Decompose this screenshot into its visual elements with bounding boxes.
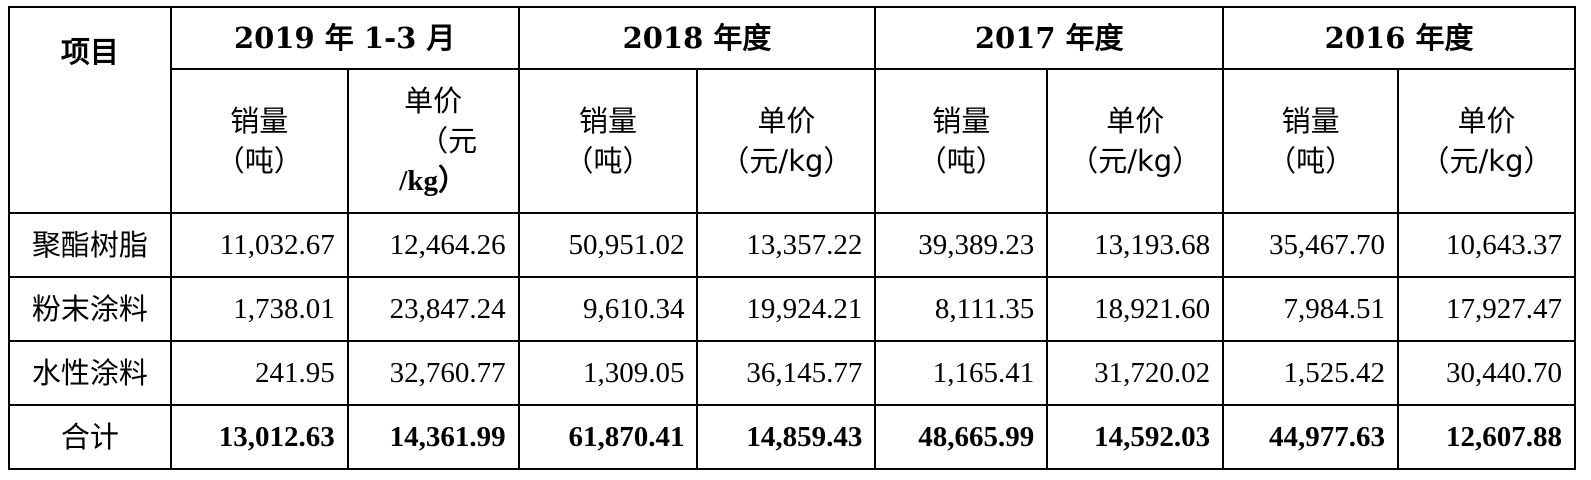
row-label: 水性涂料 bbox=[8, 340, 172, 406]
period-header: 2018 年度 bbox=[517, 6, 877, 70]
price-cell: 18,921.60 bbox=[1046, 276, 1225, 342]
price-header: 单价 （元/kg） bbox=[696, 68, 877, 214]
volume-header: 销量 （吨） bbox=[517, 68, 699, 214]
volume-cell: 1,525.42 bbox=[1222, 340, 1400, 406]
header-row-metrics: 销量 （吨） 单价 （元 /kg） 销量 （吨） 单价 （元/kg） 销量 （吨… bbox=[9, 68, 1576, 214]
total-volume-cell: 44,977.63 bbox=[1222, 404, 1400, 470]
total-volume-cell: 61,870.41 bbox=[517, 404, 699, 470]
volume-cell: 241.95 bbox=[169, 340, 349, 406]
total-volume-cell: 13,012.63 bbox=[169, 404, 349, 470]
price-cell: 13,193.68 bbox=[1046, 212, 1225, 278]
header-row-periods: 项目 2019 年 1-3 月 2018 年度 2017 年度 2016 年度 bbox=[8, 6, 1576, 214]
total-price-cell: 14,859.43 bbox=[696, 404, 877, 470]
price-header: 单价 （元/kg） bbox=[1397, 68, 1576, 214]
row-label: 粉末涂料 bbox=[8, 276, 172, 342]
volume-cell: 11,032.67 bbox=[169, 212, 349, 278]
row-label: 聚酯树脂 bbox=[8, 212, 172, 278]
sales-price-table: 项目 2019 年 1-3 月 2018 年度 2017 年度 2016 年度 … bbox=[8, 6, 1576, 470]
period-header: 2016 年度 bbox=[1222, 6, 1576, 70]
volume-cell: 1,309.05 bbox=[517, 340, 699, 406]
table-row: 粉末涂料 1,738.01 23,847.24 9,610.34 19,924.… bbox=[8, 276, 1576, 342]
period-header: 2019 年 1-3 月 bbox=[169, 6, 520, 70]
price-cell: 10,643.37 bbox=[1397, 212, 1576, 278]
volume-header: 销量 （吨） bbox=[1222, 68, 1400, 214]
price-cell: 19,924.21 bbox=[696, 276, 877, 342]
price-header: 单价 （元 /kg） bbox=[346, 68, 520, 214]
period-header: 2017 年度 bbox=[874, 6, 1225, 70]
volume-cell: 9,610.34 bbox=[517, 276, 699, 342]
table-row: 水性涂料 241.95 32,760.77 1,309.05 36,145.77… bbox=[8, 340, 1576, 406]
volume-header: 销量 （吨） bbox=[169, 68, 349, 214]
price-cell: 32,760.77 bbox=[346, 340, 520, 406]
total-price-cell: 14,361.99 bbox=[346, 404, 520, 470]
price-cell: 13,357.22 bbox=[696, 212, 877, 278]
price-cell: 31,720.02 bbox=[1046, 340, 1225, 406]
price-cell: 17,927.47 bbox=[1397, 276, 1576, 342]
total-row: 合计 13,012.63 14,361.99 61,870.41 14,859.… bbox=[8, 404, 1576, 470]
volume-cell: 35,467.70 bbox=[1222, 212, 1400, 278]
table-row: 聚酯树脂 11,032.67 12,464.26 50,951.02 13,35… bbox=[8, 212, 1576, 278]
volume-header: 销量 （吨） bbox=[874, 68, 1049, 214]
price-header: 单价 （元/kg） bbox=[1046, 68, 1225, 214]
price-cell: 23,847.24 bbox=[346, 276, 520, 342]
volume-cell: 8,111.35 bbox=[874, 276, 1049, 342]
total-price-cell: 14,592.03 bbox=[1046, 404, 1225, 470]
volume-cell: 1,738.01 bbox=[169, 276, 349, 342]
total-label: 合计 bbox=[8, 404, 172, 470]
total-price-cell: 12,607.88 bbox=[1397, 404, 1576, 470]
price-cell: 30,440.70 bbox=[1397, 340, 1576, 406]
volume-cell: 50,951.02 bbox=[517, 212, 699, 278]
price-cell: 12,464.26 bbox=[346, 212, 520, 278]
volume-cell: 39,389.23 bbox=[874, 212, 1049, 278]
volume-cell: 1,165.41 bbox=[874, 340, 1049, 406]
total-volume-cell: 48,665.99 bbox=[874, 404, 1049, 470]
price-cell: 36,145.77 bbox=[696, 340, 877, 406]
volume-cell: 7,984.51 bbox=[1222, 276, 1400, 342]
item-header: 项目 bbox=[8, 6, 172, 214]
